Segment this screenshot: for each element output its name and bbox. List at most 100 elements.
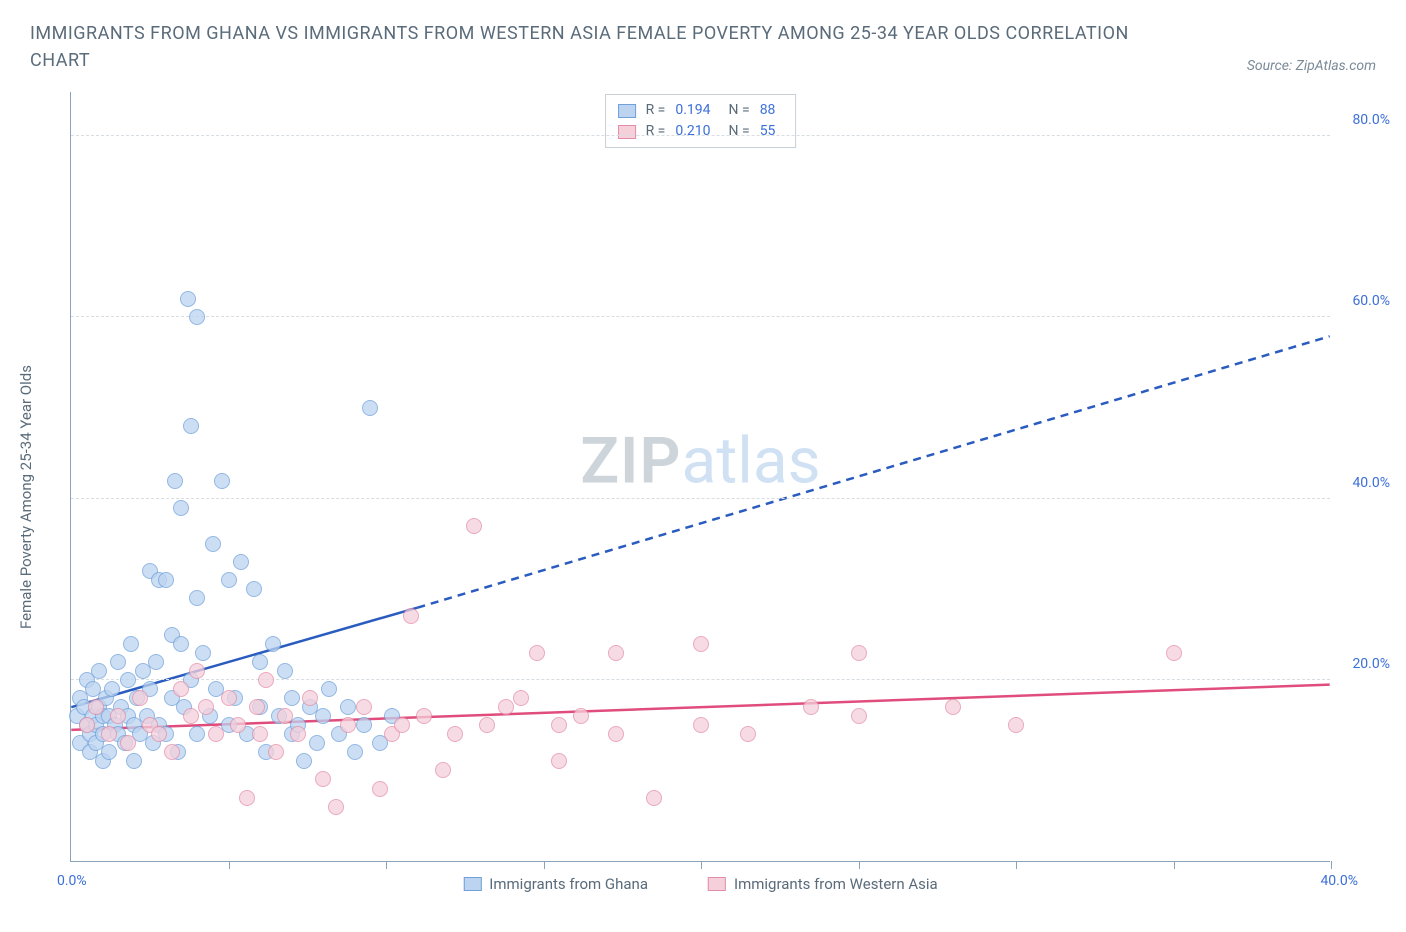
trend-line bbox=[417, 336, 1329, 607]
data-point-ghana bbox=[296, 753, 312, 769]
data-point-ghana bbox=[123, 636, 139, 652]
x-tick bbox=[1174, 861, 1175, 869]
data-point-ghana bbox=[189, 590, 205, 606]
plot-area: ZIPatlas R = 0.194 N = 88 R = 0.210 N = … bbox=[70, 92, 1330, 862]
swatch-westernasia bbox=[618, 125, 636, 139]
data-point-ghana bbox=[340, 699, 356, 715]
data-point-westernasia bbox=[1008, 717, 1024, 733]
watermark: ZIPatlas bbox=[580, 424, 820, 499]
data-point-ghana bbox=[183, 418, 199, 434]
data-point-westernasia bbox=[447, 726, 463, 742]
data-point-ghana bbox=[120, 672, 136, 688]
data-point-westernasia bbox=[258, 672, 274, 688]
data-point-westernasia bbox=[239, 790, 255, 806]
data-point-westernasia bbox=[435, 762, 451, 778]
x-max-label: 40.0% bbox=[1320, 873, 1358, 889]
data-point-westernasia bbox=[120, 735, 136, 751]
data-point-ghana bbox=[284, 690, 300, 706]
data-point-westernasia bbox=[302, 690, 318, 706]
y-tick-label: 80.0% bbox=[1352, 112, 1390, 128]
y-tick-label: 40.0% bbox=[1352, 475, 1390, 491]
data-point-westernasia bbox=[1166, 645, 1182, 661]
data-point-westernasia bbox=[151, 726, 167, 742]
data-point-westernasia bbox=[608, 726, 624, 742]
y-tick-label: 60.0% bbox=[1352, 293, 1390, 309]
data-point-westernasia bbox=[551, 717, 567, 733]
r-label: R = bbox=[646, 100, 666, 121]
y-tick-label: 20.0% bbox=[1352, 656, 1390, 672]
n-value-ghana: 88 bbox=[760, 100, 776, 121]
data-point-ghana bbox=[189, 309, 205, 325]
data-point-westernasia bbox=[573, 708, 589, 724]
data-point-westernasia bbox=[315, 771, 331, 787]
data-point-westernasia bbox=[466, 518, 482, 534]
data-point-westernasia bbox=[646, 790, 662, 806]
data-point-westernasia bbox=[268, 744, 284, 760]
data-point-westernasia bbox=[101, 726, 117, 742]
data-point-ghana bbox=[214, 473, 230, 489]
data-point-westernasia bbox=[221, 690, 237, 706]
data-point-westernasia bbox=[110, 708, 126, 724]
data-point-ghana bbox=[110, 654, 126, 670]
data-point-westernasia bbox=[328, 799, 344, 815]
stats-row-westernasia: R = 0.210 N = 55 bbox=[618, 121, 784, 142]
x-tick bbox=[1016, 861, 1017, 869]
data-point-ghana bbox=[315, 708, 331, 724]
legend-label-westernasia: Immigrants from Western Asia bbox=[734, 875, 938, 893]
x-tick bbox=[701, 861, 702, 869]
data-point-ghana bbox=[246, 581, 262, 597]
legend-item-ghana: Immigrants from Ghana bbox=[463, 875, 648, 893]
watermark-atlas: atlas bbox=[682, 424, 821, 499]
x-tick bbox=[386, 861, 387, 869]
data-point-westernasia bbox=[132, 690, 148, 706]
n-label: N = bbox=[729, 100, 750, 121]
data-point-westernasia bbox=[693, 636, 709, 652]
n-label: N = bbox=[729, 121, 750, 142]
bottom-legend: Immigrants from Ghana Immigrants from We… bbox=[463, 875, 937, 893]
legend-swatch-ghana bbox=[463, 877, 481, 891]
source-prefix: Source: bbox=[1247, 58, 1296, 74]
y-axis-title: Female Poverty Among 25-34 Year Olds bbox=[17, 365, 35, 629]
data-point-westernasia bbox=[356, 699, 372, 715]
data-point-westernasia bbox=[945, 699, 961, 715]
data-point-ghana bbox=[158, 572, 174, 588]
data-point-ghana bbox=[233, 554, 249, 570]
n-value-westernasia: 55 bbox=[760, 121, 776, 142]
data-point-westernasia bbox=[189, 663, 205, 679]
r-value-ghana: 0.194 bbox=[675, 100, 710, 121]
data-point-ghana bbox=[195, 645, 211, 661]
data-point-westernasia bbox=[230, 717, 246, 733]
data-point-ghana bbox=[309, 735, 325, 751]
x-tick bbox=[1331, 861, 1332, 869]
swatch-ghana bbox=[618, 104, 636, 118]
data-point-westernasia bbox=[198, 699, 214, 715]
data-point-westernasia bbox=[740, 726, 756, 742]
chart-title: IMMIGRANTS FROM GHANA VS IMMIGRANTS FROM… bbox=[30, 20, 1130, 74]
source-name: ZipAtlas.com bbox=[1296, 58, 1376, 74]
x-tick bbox=[544, 861, 545, 869]
data-point-ghana bbox=[104, 681, 120, 697]
data-point-westernasia bbox=[851, 708, 867, 724]
data-point-ghana bbox=[148, 654, 164, 670]
data-point-westernasia bbox=[372, 781, 388, 797]
data-point-ghana bbox=[126, 753, 142, 769]
x-tick bbox=[229, 861, 230, 869]
data-point-ghana bbox=[180, 291, 196, 307]
data-point-westernasia bbox=[173, 681, 189, 697]
data-point-westernasia bbox=[79, 717, 95, 733]
data-point-ghana bbox=[362, 400, 378, 416]
data-point-westernasia bbox=[803, 699, 819, 715]
data-point-westernasia bbox=[290, 726, 306, 742]
data-point-ghana bbox=[221, 572, 237, 588]
x-zero-label: 0.0% bbox=[57, 873, 87, 889]
gridline bbox=[71, 316, 1330, 317]
data-point-westernasia bbox=[608, 645, 624, 661]
data-point-westernasia bbox=[164, 744, 180, 760]
data-point-ghana bbox=[277, 663, 293, 679]
chart-container: Female Poverty Among 25-34 Year Olds ZIP… bbox=[30, 82, 1376, 912]
data-point-ghana bbox=[91, 663, 107, 679]
stats-legend-box: R = 0.194 N = 88 R = 0.210 N = 55 bbox=[605, 94, 797, 148]
legend-item-westernasia: Immigrants from Western Asia bbox=[708, 875, 938, 893]
data-point-westernasia bbox=[88, 699, 104, 715]
data-point-ghana bbox=[356, 717, 372, 733]
